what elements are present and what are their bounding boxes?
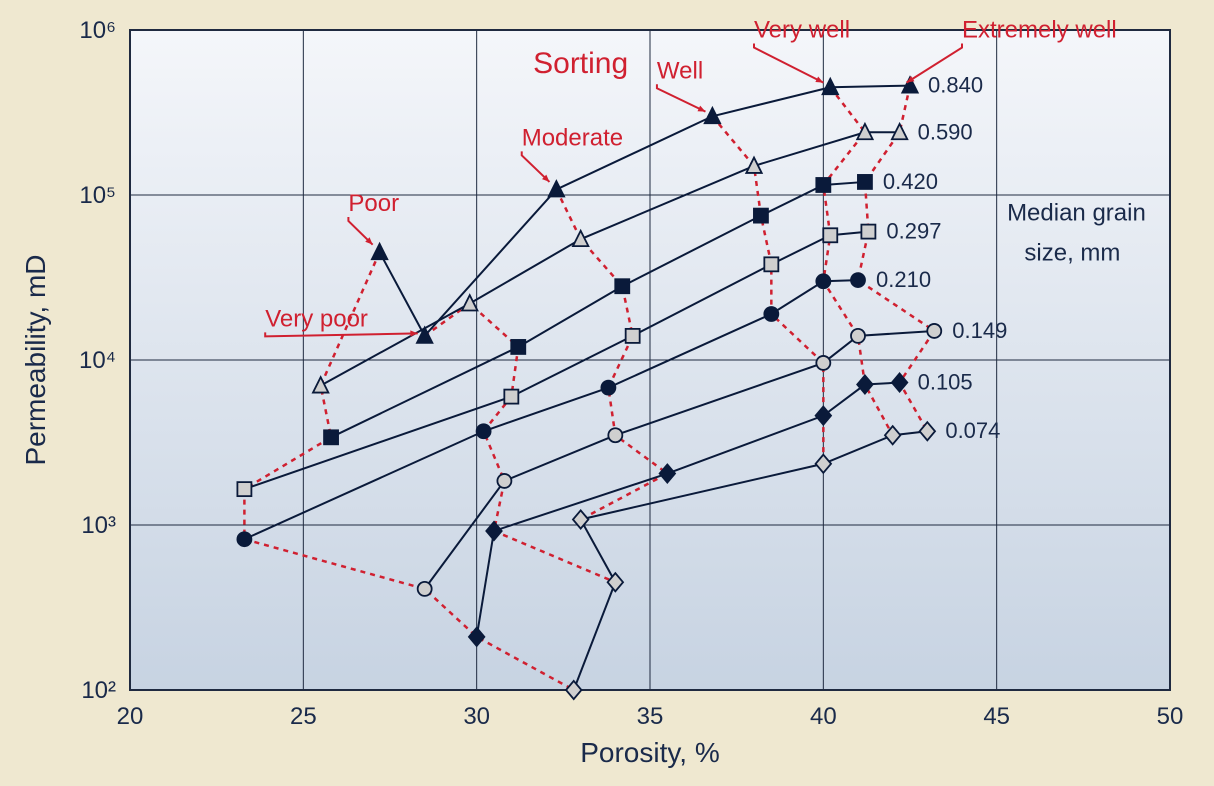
grain-size-label: 0.840 bbox=[928, 73, 983, 98]
y-axis-label: Permeability, mD bbox=[20, 254, 51, 465]
sorting-title: Sorting bbox=[533, 47, 628, 80]
grain-size-label: 0.590 bbox=[918, 119, 973, 144]
svg-text:10³: 10³ bbox=[81, 512, 116, 539]
grain-size-label: 0.105 bbox=[918, 370, 973, 395]
svg-text:35: 35 bbox=[637, 703, 664, 730]
svg-text:10⁵: 10⁵ bbox=[79, 182, 116, 209]
svg-text:40: 40 bbox=[810, 703, 837, 730]
svg-text:10⁴: 10⁴ bbox=[79, 347, 116, 374]
sorting-label: Extremely well bbox=[962, 17, 1117, 44]
svg-text:10⁶: 10⁶ bbox=[79, 17, 116, 44]
svg-text:50: 50 bbox=[1157, 703, 1184, 730]
grain-size-label: 0.149 bbox=[952, 318, 1007, 343]
svg-text:20: 20 bbox=[117, 703, 144, 730]
sorting-label: Moderate bbox=[522, 124, 623, 151]
x-axis-label: Porosity, % bbox=[580, 737, 720, 768]
svg-text:30: 30 bbox=[463, 703, 490, 730]
sorting-label: Very well bbox=[754, 17, 850, 44]
svg-text:25: 25 bbox=[290, 703, 317, 730]
grain-size-label: 0.297 bbox=[886, 219, 941, 244]
sorting-label: Well bbox=[657, 57, 703, 84]
sorting-label: Very poor bbox=[265, 305, 368, 332]
svg-text:10²: 10² bbox=[81, 677, 116, 704]
grain-title: Median grain bbox=[1007, 200, 1146, 227]
grain-size-label: 0.420 bbox=[883, 169, 938, 194]
grain-size-label: 0.074 bbox=[945, 418, 1000, 443]
grain-size-label: 0.210 bbox=[876, 267, 931, 292]
grain-title: size, mm bbox=[1024, 240, 1120, 267]
permeability-porosity-chart: 20 25 30 35 40 45 50 10² 10³ 10⁴ 10⁵ 10⁶ Porosity, %… bbox=[0, 0, 1214, 786]
sorting-label: Poor bbox=[348, 190, 399, 217]
chart-container: 20 25 30 35 40 45 50 10² 10³ 10⁴ 10⁵ 10⁶ Porosity, %… bbox=[0, 0, 1214, 786]
svg-text:45: 45 bbox=[983, 703, 1010, 730]
